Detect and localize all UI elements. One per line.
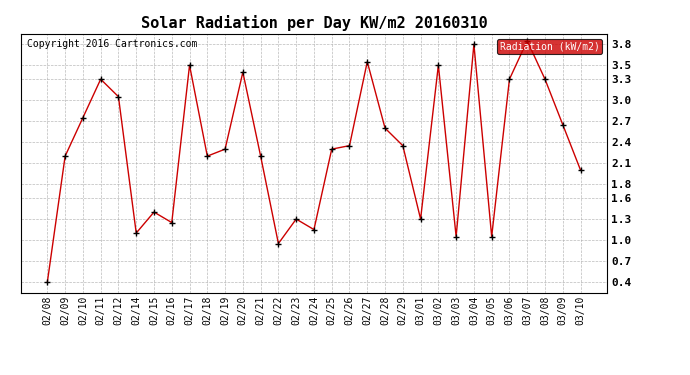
- Legend: Radiation (kW/m2): Radiation (kW/m2): [497, 39, 602, 54]
- Title: Solar Radiation per Day KW/m2 20160310: Solar Radiation per Day KW/m2 20160310: [141, 15, 487, 31]
- Text: Copyright 2016 Cartronics.com: Copyright 2016 Cartronics.com: [26, 39, 197, 49]
